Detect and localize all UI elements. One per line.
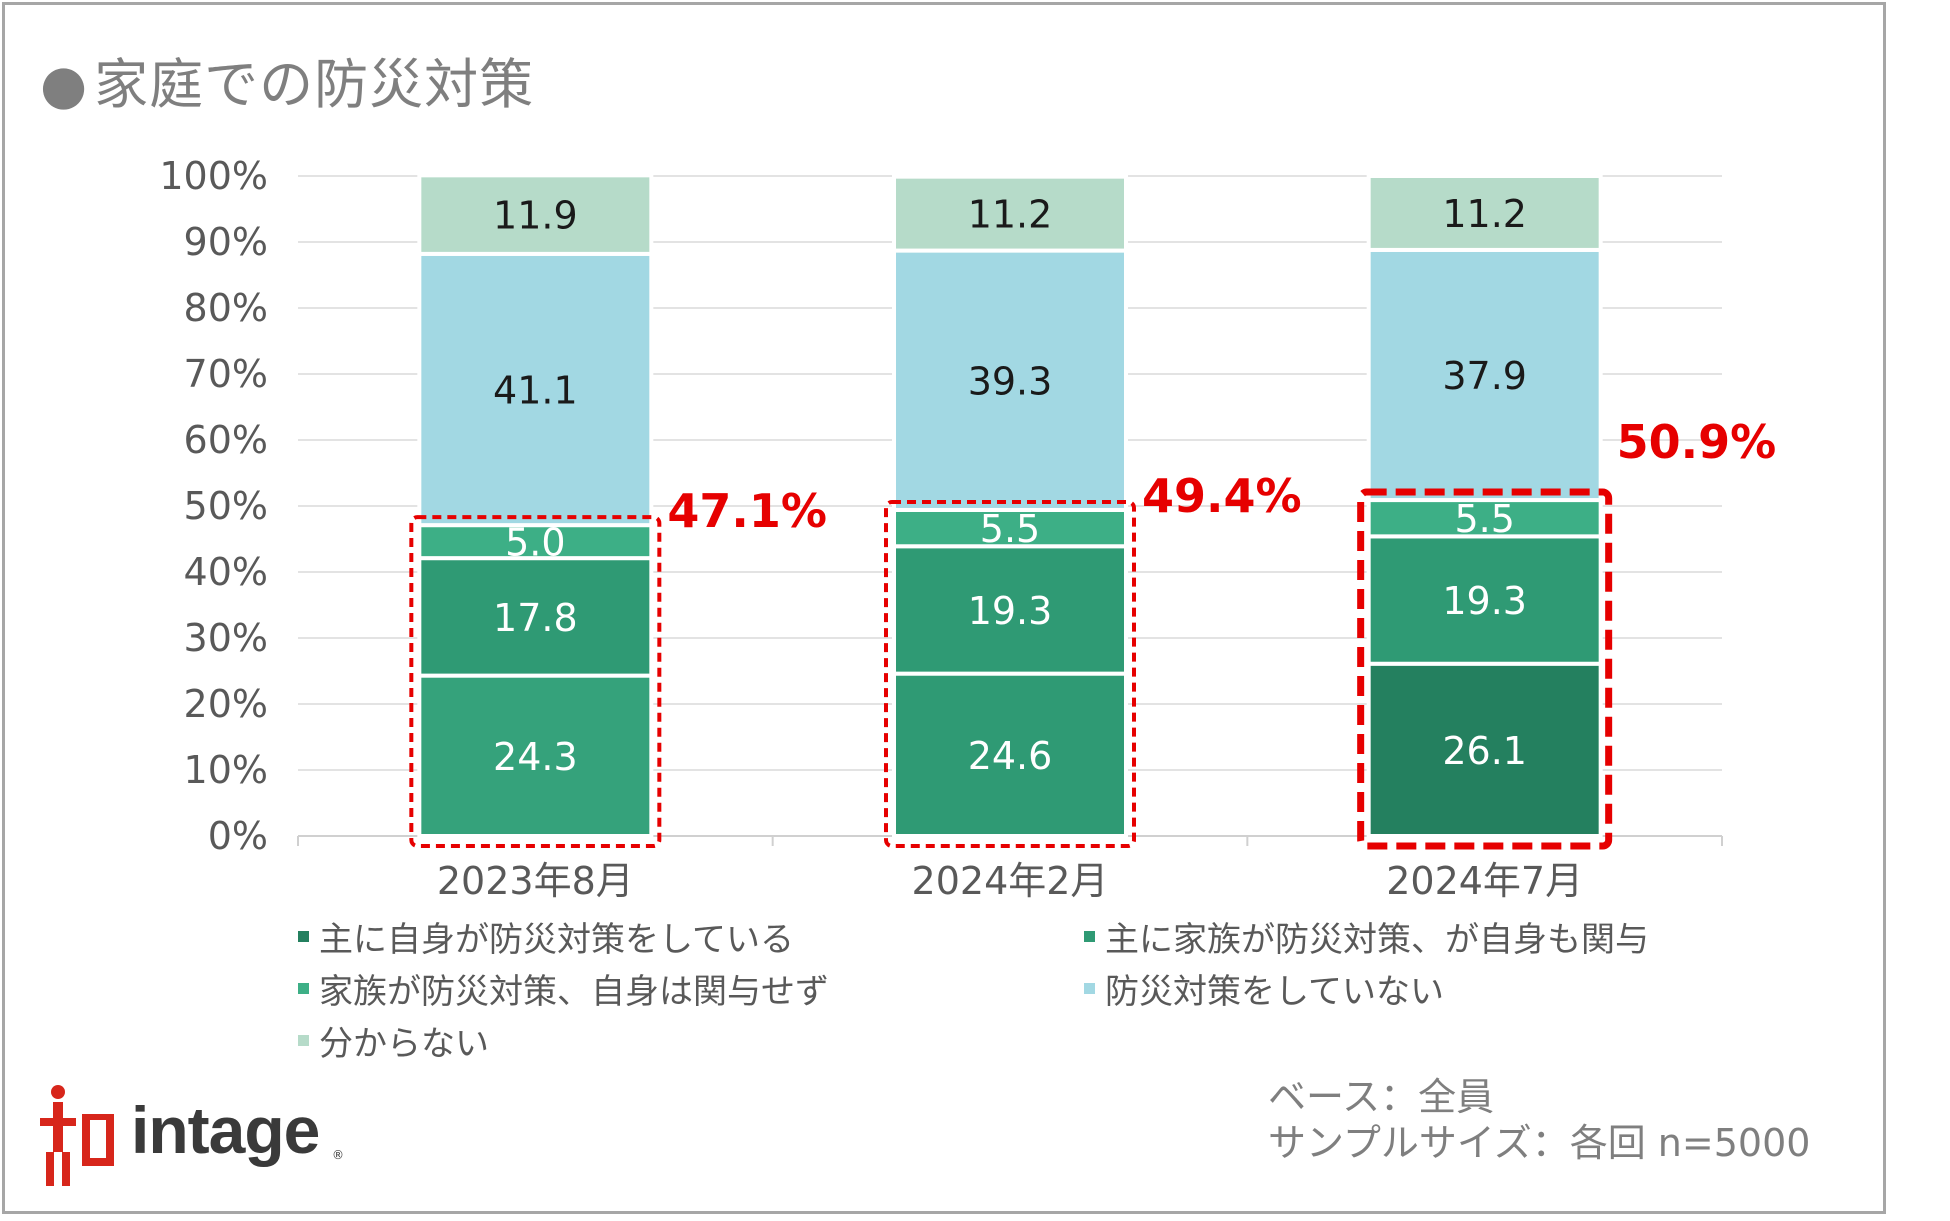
y-tick-label: 70%	[184, 352, 268, 396]
callout-label: 49.4%	[1142, 469, 1302, 523]
base-note: ベース：全員	[1268, 1075, 1495, 1119]
data-label: 11.2	[1442, 192, 1527, 236]
legend-swatch	[298, 1035, 309, 1046]
sample-size-note: サンプルサイズ：各回 n=5000	[1268, 1121, 1811, 1165]
data-label: 19.3	[1442, 579, 1527, 623]
legend-swatch	[298, 931, 309, 942]
data-label: 5.0	[505, 521, 565, 565]
bar-segment	[892, 671, 1128, 839]
bar-segment	[892, 248, 1128, 512]
bar-segment	[1366, 247, 1603, 503]
legend-item: 分からない	[298, 1016, 489, 1065]
highlight-box	[1357, 488, 1613, 850]
title-text: 家庭での防災対策	[94, 53, 535, 116]
bar-segment	[417, 673, 654, 838]
data-label: 39.3	[968, 359, 1053, 403]
y-tick-label: 80%	[184, 286, 268, 330]
intage-logo: intage ®	[36, 1080, 356, 1190]
y-tick-label: 10%	[184, 748, 268, 792]
y-tick-label: 50%	[184, 484, 268, 528]
highlight-box	[884, 499, 1136, 848]
legend-label: 主に家族が防災対策、が自身も関与	[1105, 920, 1649, 960]
bar-segment	[417, 251, 654, 528]
logo-wordmark: intage	[131, 1093, 320, 1167]
x-category-label: 2024年7月	[1386, 859, 1583, 903]
bar-segment	[1366, 661, 1603, 838]
legend-label: 防災対策をしていない	[1105, 972, 1444, 1012]
intage-logo-mark-icon	[40, 1085, 114, 1186]
bar-segment	[417, 173, 654, 256]
data-label: 5.5	[1454, 497, 1514, 541]
bar-segment	[1366, 174, 1603, 252]
callout-label: 47.1%	[667, 484, 827, 538]
legend-swatch	[1084, 983, 1095, 994]
data-label: 17.8	[493, 596, 578, 640]
title-bullet: ●	[40, 53, 89, 116]
y-tick-label: 60%	[184, 418, 268, 462]
data-label: 26.1	[1442, 729, 1527, 773]
legend-item: 家族が防災対策、自身は関与せず	[298, 964, 829, 1013]
legend-item: 主に自身が防災対策をしている	[298, 912, 794, 961]
y-tick-label: 100%	[159, 154, 268, 198]
x-category-label: 2023年8月	[437, 859, 634, 903]
bar-segment	[892, 174, 1128, 253]
legend-swatch	[1084, 931, 1095, 942]
y-tick-label: 30%	[184, 616, 268, 660]
callout-label: 50.9%	[1617, 415, 1777, 469]
y-tick-label: 90%	[184, 220, 268, 264]
data-label: 19.3	[968, 589, 1053, 633]
data-label: 5.5	[980, 507, 1040, 551]
legend-label: 分からない	[319, 1024, 489, 1064]
sample-notes: ベース：全員 サンプルサイズ：各回 n=5000	[1268, 1074, 1810, 1166]
legend-label: 主に自身が防災対策をしている	[319, 920, 794, 960]
data-label: 37.9	[1442, 354, 1527, 398]
legend-item: 主に家族が防災対策、が自身も関与	[1084, 912, 1649, 961]
registered-mark: ®	[332, 1148, 344, 1162]
y-tick-label: 0%	[208, 814, 268, 858]
data-label: 11.2	[968, 193, 1053, 237]
legend-item: 防災対策をしていない	[1084, 964, 1444, 1013]
data-label: 24.6	[968, 734, 1053, 778]
data-label: 24.3	[493, 735, 578, 779]
data-label: 41.1	[493, 369, 578, 413]
y-tick-label: 20%	[184, 682, 268, 726]
y-tick-label: 40%	[184, 550, 268, 594]
legend-label: 家族が防災対策、自身は関与せず	[319, 972, 829, 1012]
legend-swatch	[298, 983, 309, 994]
bar-segment	[1366, 534, 1603, 666]
bar-segment	[892, 544, 1128, 676]
data-label: 11.9	[493, 194, 578, 238]
chart-title: ● 家庭での防災対策	[40, 40, 534, 119]
x-category-label: 2024年2月	[912, 859, 1109, 903]
